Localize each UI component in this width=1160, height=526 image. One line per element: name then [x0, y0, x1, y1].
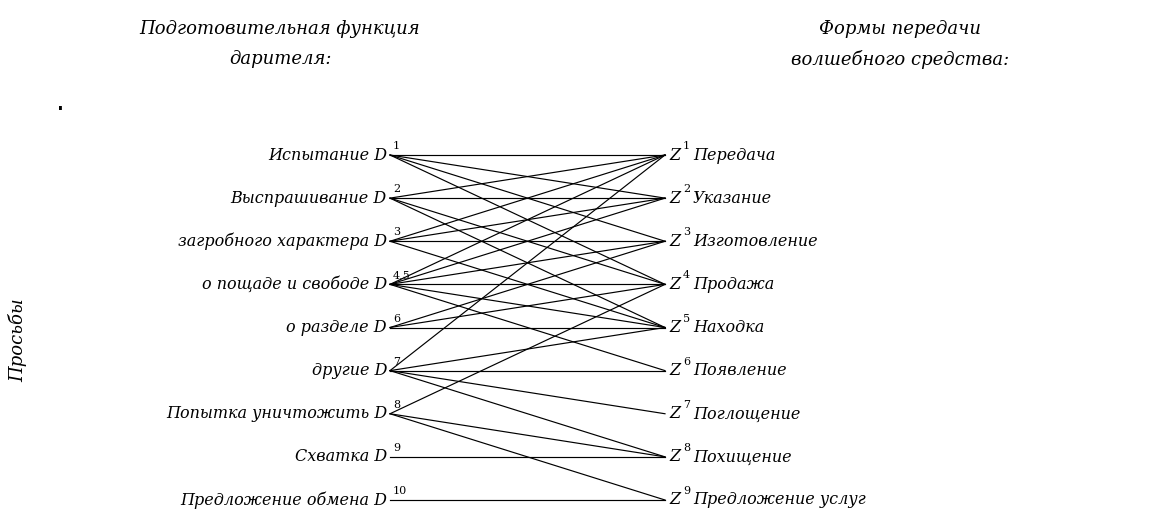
- Text: о пощаде и свободе D: о пощаде и свободе D: [202, 276, 387, 293]
- Text: другие D: другие D: [312, 362, 387, 379]
- Text: Z: Z: [669, 276, 680, 293]
- Text: 8: 8: [683, 443, 690, 453]
- Text: 3: 3: [393, 227, 400, 237]
- Text: Передача: Передача: [693, 147, 775, 164]
- Text: 7: 7: [393, 357, 400, 367]
- Text: 4,5: 4,5: [393, 270, 411, 280]
- Text: Продажа: Продажа: [693, 276, 774, 293]
- Text: Предложение обмена D: Предложение обмена D: [180, 491, 387, 509]
- Text: Z: Z: [669, 405, 680, 422]
- Text: ·: ·: [56, 96, 65, 124]
- Text: 6: 6: [393, 313, 400, 323]
- Text: Z: Z: [669, 319, 680, 336]
- Text: Подготовительная функция: Подготовительная функция: [139, 20, 420, 38]
- Text: Формы передачи: Формы передачи: [819, 20, 981, 38]
- Text: 7: 7: [683, 400, 690, 410]
- Text: Z: Z: [669, 190, 680, 207]
- Text: Z: Z: [669, 147, 680, 164]
- Text: загробного характера D: загробного характера D: [177, 232, 387, 250]
- Text: 2: 2: [393, 184, 400, 194]
- Text: 6: 6: [683, 357, 690, 367]
- Text: Z: Z: [669, 491, 680, 509]
- Text: 3: 3: [683, 227, 690, 237]
- Text: о разделе D: о разделе D: [287, 319, 387, 336]
- Text: 10: 10: [393, 486, 407, 496]
- Text: Появление: Появление: [693, 362, 786, 379]
- Text: 9: 9: [683, 486, 690, 496]
- Text: Изготовление: Изготовление: [693, 232, 818, 250]
- Text: Схватка D: Схватка D: [295, 448, 387, 466]
- Text: Z: Z: [669, 362, 680, 379]
- Text: Z: Z: [669, 232, 680, 250]
- Text: дарителя:: дарителя:: [229, 50, 332, 68]
- Text: Находка: Находка: [693, 319, 764, 336]
- Text: Просьбы: Просьбы: [8, 298, 28, 382]
- Text: Попытка уничтожить D: Попытка уничтожить D: [166, 405, 387, 422]
- Text: Z: Z: [669, 448, 680, 466]
- Text: Поглощение: Поглощение: [693, 405, 800, 422]
- Text: волшебного средства:: волшебного средства:: [791, 50, 1009, 69]
- Text: Испытание D: Испытание D: [268, 147, 387, 164]
- Text: Похищение: Похищение: [693, 448, 791, 466]
- Text: Указание: Указание: [693, 190, 773, 207]
- Text: 9: 9: [393, 443, 400, 453]
- Text: 4: 4: [683, 270, 690, 280]
- Text: Предложение услуг: Предложение услуг: [693, 491, 865, 509]
- Text: 2: 2: [683, 184, 690, 194]
- Text: 1: 1: [683, 141, 690, 151]
- Text: 5: 5: [683, 313, 690, 323]
- Text: 8: 8: [393, 400, 400, 410]
- Text: 1: 1: [393, 141, 400, 151]
- Text: Выспрашивание D: Выспрашивание D: [231, 190, 387, 207]
